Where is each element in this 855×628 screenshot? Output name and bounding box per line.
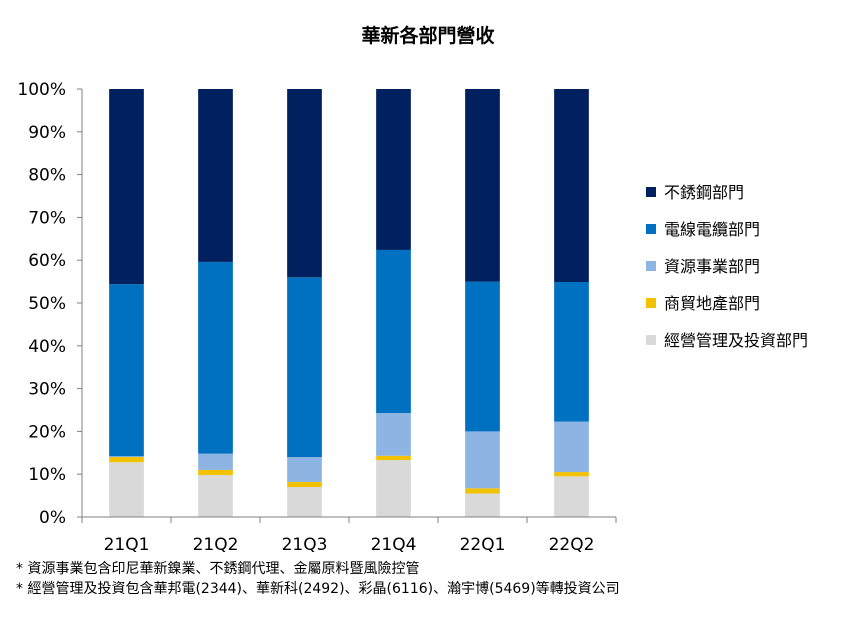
x-tick-label: 21Q1 bbox=[104, 535, 150, 555]
bar-segment bbox=[465, 488, 500, 494]
legend-swatch bbox=[646, 224, 656, 234]
stacked-bar-chart: 華新各部門營收 0% 10% 20% 30% 40% 50% 60% 70% 80% 90% 100… bbox=[17, 24, 808, 555]
x-tick-label: 21Q2 bbox=[193, 535, 239, 555]
y-tick-label: 30% bbox=[28, 380, 66, 400]
x-tick-label: 22Q2 bbox=[549, 535, 595, 555]
bar-segment bbox=[554, 282, 589, 422]
bar-segment bbox=[109, 284, 144, 457]
bar-segment bbox=[109, 456, 144, 458]
y-tick-label: 20% bbox=[28, 422, 66, 442]
bar-segment bbox=[554, 472, 589, 477]
legend-label: 資源事業部門 bbox=[664, 257, 760, 276]
bar-segment bbox=[198, 469, 233, 476]
x-tick-label: 21Q3 bbox=[282, 535, 328, 555]
y-tick-label: 70% bbox=[28, 208, 66, 228]
bar-segment bbox=[376, 460, 411, 517]
footnote-investment: * 經營管理及投資包含華邦電(2344)、華新科(2492)、彩晶(6116)、… bbox=[16, 581, 620, 597]
footnote-resources: * 資源事業包含印尼華新鎳業、不銹鋼代理、金屬原料暨風險控管 bbox=[16, 561, 420, 577]
y-tick-label: 80% bbox=[28, 166, 66, 186]
y-tick-label: 40% bbox=[28, 337, 66, 357]
bar-segment bbox=[465, 281, 500, 432]
bar-segment bbox=[376, 89, 411, 250]
bar-segment bbox=[109, 89, 144, 285]
legend-swatch bbox=[646, 187, 656, 197]
bar-segment bbox=[287, 481, 322, 488]
legend-label: 電線電纜部門 bbox=[664, 220, 760, 239]
bar-segment bbox=[554, 89, 589, 283]
y-tick-label: 10% bbox=[28, 465, 66, 485]
bar-segment bbox=[465, 89, 500, 282]
y-tick-label: 90% bbox=[28, 123, 66, 143]
bar-segment bbox=[376, 249, 411, 413]
bar-segment bbox=[287, 487, 322, 517]
y-tick-label: 100% bbox=[17, 80, 66, 100]
bars bbox=[109, 89, 589, 517]
bar-segment bbox=[109, 462, 144, 517]
bar-segment bbox=[554, 421, 589, 473]
x-tick-label: 21Q4 bbox=[371, 535, 417, 555]
y-tick-label: 50% bbox=[28, 294, 66, 314]
bar-segment bbox=[198, 89, 233, 262]
x-axis: 21Q1 21Q2 21Q3 21Q4 22Q1 22Q2 bbox=[81, 516, 617, 555]
bar-segment bbox=[287, 277, 322, 458]
legend-swatch bbox=[646, 298, 656, 308]
y-tick-label: 60% bbox=[28, 251, 66, 271]
legend-label: 商貿地產部門 bbox=[664, 294, 760, 313]
bar-segment bbox=[376, 413, 411, 456]
bar-segment bbox=[287, 457, 322, 482]
legend-swatch bbox=[646, 261, 656, 271]
chart-title: 華新各部門營收 bbox=[361, 24, 494, 47]
legend-label: 不銹鋼部門 bbox=[664, 183, 744, 202]
bar-segment bbox=[109, 457, 144, 463]
bar-segment bbox=[198, 475, 233, 517]
bar-segment bbox=[287, 89, 322, 278]
bar-segment bbox=[465, 431, 500, 489]
legend-label: 經營管理及投資部門 bbox=[664, 331, 808, 350]
bar-segment bbox=[554, 476, 589, 517]
bar-segment bbox=[198, 261, 233, 454]
y-tick-label: 0% bbox=[39, 508, 66, 528]
bar-segment bbox=[376, 455, 411, 461]
legend-swatch bbox=[646, 335, 656, 345]
y-axis: 0% 10% 20% 30% 40% 50% 60% 70% 80% 90% 100% bbox=[17, 80, 83, 528]
x-tick-label: 22Q1 bbox=[460, 535, 506, 555]
bar-segment bbox=[198, 453, 233, 470]
bar-segment bbox=[465, 493, 500, 517]
